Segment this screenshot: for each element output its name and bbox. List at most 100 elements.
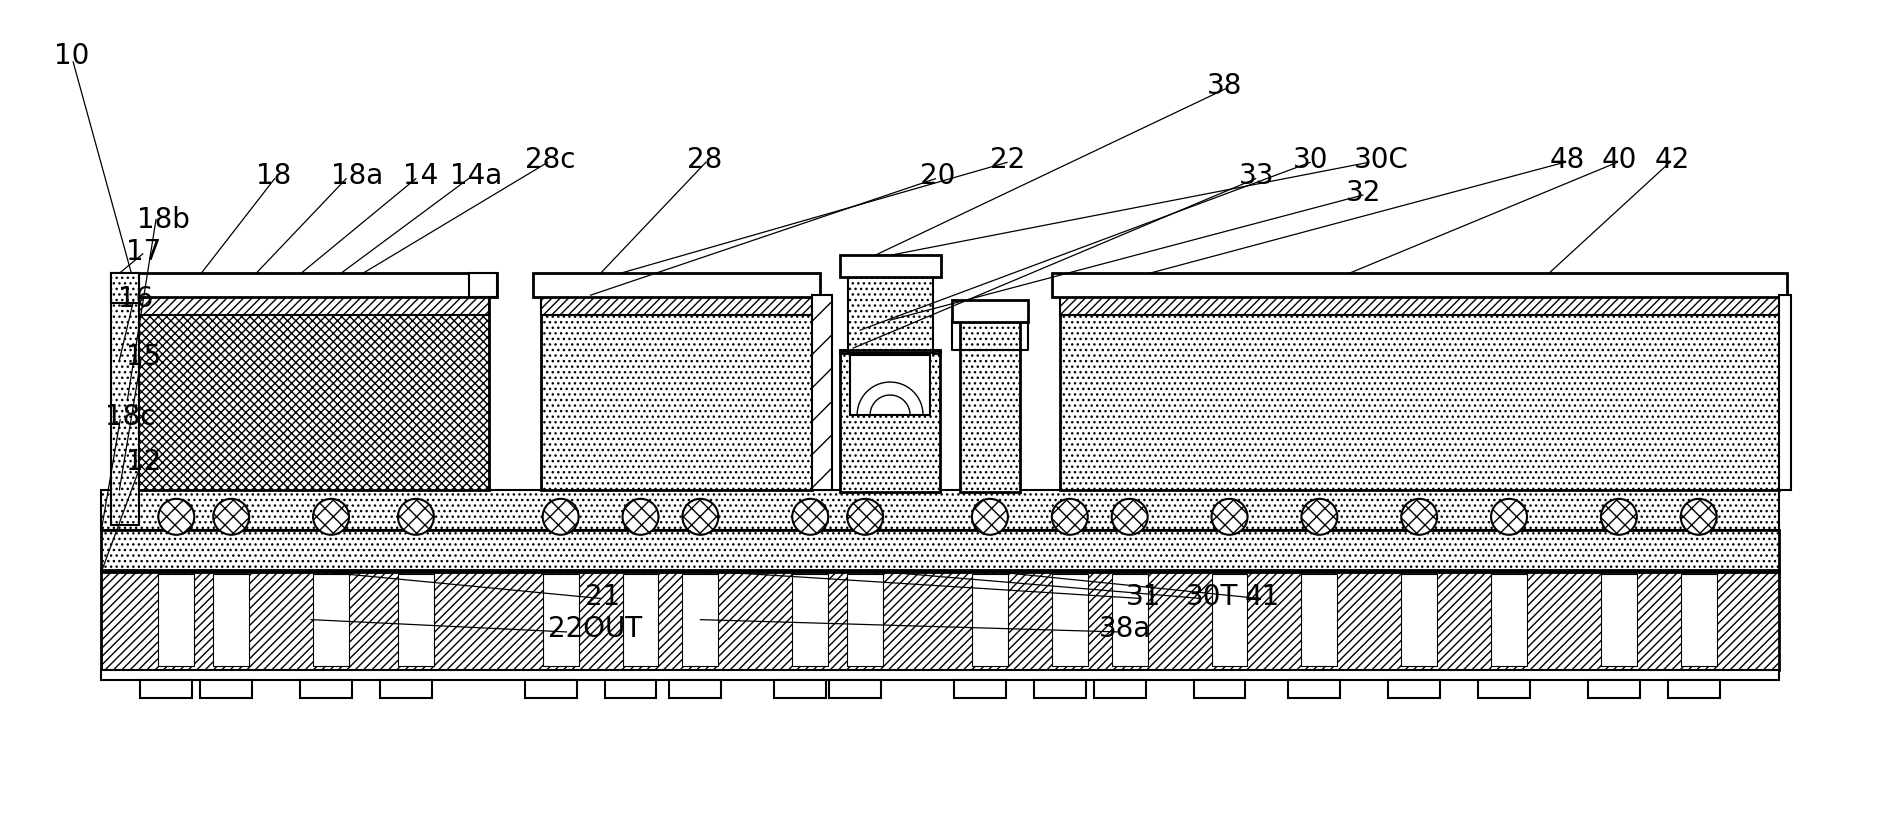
Text: 16: 16 bbox=[119, 285, 153, 312]
Text: 38: 38 bbox=[1207, 73, 1243, 101]
Text: 22: 22 bbox=[990, 146, 1026, 174]
Circle shape bbox=[398, 499, 434, 535]
Bar bbox=[971, 573, 1007, 666]
Text: 18: 18 bbox=[256, 162, 290, 191]
Text: 18b: 18b bbox=[138, 205, 190, 234]
Text: 32: 32 bbox=[1347, 178, 1381, 207]
Text: 42: 42 bbox=[1654, 146, 1690, 174]
Text: 31: 31 bbox=[1126, 582, 1162, 611]
Bar bbox=[1194, 680, 1245, 698]
Bar bbox=[1060, 295, 1778, 315]
Text: 10: 10 bbox=[55, 43, 91, 70]
Bar bbox=[960, 320, 1020, 492]
Text: 30T: 30T bbox=[1186, 582, 1239, 611]
Text: 33: 33 bbox=[1239, 162, 1275, 191]
Circle shape bbox=[971, 499, 1007, 535]
Bar bbox=[102, 530, 1778, 572]
Text: 20: 20 bbox=[920, 162, 956, 191]
Bar bbox=[524, 680, 577, 698]
Circle shape bbox=[1111, 499, 1149, 535]
Bar bbox=[813, 295, 832, 490]
Bar bbox=[849, 275, 934, 353]
Bar bbox=[839, 350, 939, 492]
Circle shape bbox=[683, 499, 719, 535]
Text: 38a: 38a bbox=[1100, 615, 1152, 644]
Circle shape bbox=[792, 499, 828, 535]
Bar bbox=[1667, 680, 1720, 698]
Bar bbox=[670, 680, 720, 698]
Circle shape bbox=[1601, 499, 1637, 535]
Circle shape bbox=[1052, 499, 1088, 535]
Bar bbox=[541, 295, 813, 490]
Bar bbox=[102, 490, 1778, 530]
Bar bbox=[1601, 573, 1637, 666]
Bar bbox=[683, 573, 719, 666]
Text: 18a: 18a bbox=[332, 162, 383, 191]
Bar bbox=[1588, 680, 1639, 698]
Bar bbox=[140, 680, 192, 698]
Bar bbox=[300, 680, 353, 698]
Circle shape bbox=[1301, 499, 1337, 535]
Text: 30C: 30C bbox=[1354, 146, 1409, 174]
Bar bbox=[379, 680, 432, 698]
Text: 17: 17 bbox=[126, 238, 160, 266]
Text: 28: 28 bbox=[687, 146, 722, 174]
Bar bbox=[398, 573, 434, 666]
Circle shape bbox=[1211, 499, 1247, 535]
Bar bbox=[541, 295, 813, 315]
Bar bbox=[470, 273, 496, 297]
Bar bbox=[102, 670, 1778, 680]
Bar bbox=[1479, 680, 1530, 698]
Text: 12: 12 bbox=[126, 448, 160, 476]
Bar bbox=[1034, 680, 1086, 698]
Bar bbox=[1492, 573, 1528, 666]
Text: 22OUT: 22OUT bbox=[547, 615, 641, 644]
Bar bbox=[1211, 573, 1247, 666]
Bar bbox=[200, 680, 253, 698]
Bar bbox=[1288, 680, 1341, 698]
Bar bbox=[1052, 273, 1786, 297]
Bar bbox=[102, 569, 1778, 670]
Bar bbox=[119, 295, 488, 490]
Bar bbox=[952, 300, 1028, 322]
Bar bbox=[1301, 573, 1337, 666]
Bar bbox=[830, 680, 881, 698]
Bar bbox=[111, 273, 140, 303]
Bar bbox=[851, 355, 930, 415]
Bar bbox=[158, 573, 194, 666]
Bar bbox=[111, 273, 496, 297]
Bar bbox=[1111, 573, 1149, 666]
Text: 28c: 28c bbox=[524, 146, 575, 174]
Bar bbox=[622, 573, 658, 666]
Bar bbox=[532, 273, 820, 297]
Circle shape bbox=[543, 499, 579, 535]
Text: 41: 41 bbox=[1245, 582, 1279, 611]
Bar bbox=[1680, 573, 1716, 666]
Bar bbox=[954, 680, 1005, 698]
Circle shape bbox=[622, 499, 658, 535]
Text: 21: 21 bbox=[585, 582, 620, 611]
Text: 40: 40 bbox=[1601, 146, 1637, 174]
Bar bbox=[543, 573, 579, 666]
Bar bbox=[605, 680, 656, 698]
Bar bbox=[1388, 680, 1441, 698]
Bar bbox=[119, 295, 488, 315]
Text: 18c: 18c bbox=[106, 403, 157, 431]
Bar bbox=[1094, 680, 1145, 698]
Bar bbox=[1778, 295, 1790, 490]
Circle shape bbox=[213, 499, 249, 535]
Circle shape bbox=[158, 499, 194, 535]
Bar bbox=[111, 273, 140, 525]
Bar bbox=[313, 573, 349, 666]
Bar bbox=[775, 680, 826, 698]
Text: 48: 48 bbox=[1548, 146, 1584, 174]
Bar bbox=[1401, 573, 1437, 666]
Bar bbox=[213, 573, 249, 666]
Text: 14: 14 bbox=[402, 162, 438, 191]
Bar bbox=[1052, 573, 1088, 666]
Circle shape bbox=[847, 499, 883, 535]
Bar bbox=[792, 573, 828, 666]
Bar bbox=[1060, 295, 1778, 490]
Circle shape bbox=[1492, 499, 1528, 535]
Bar bbox=[847, 573, 883, 666]
